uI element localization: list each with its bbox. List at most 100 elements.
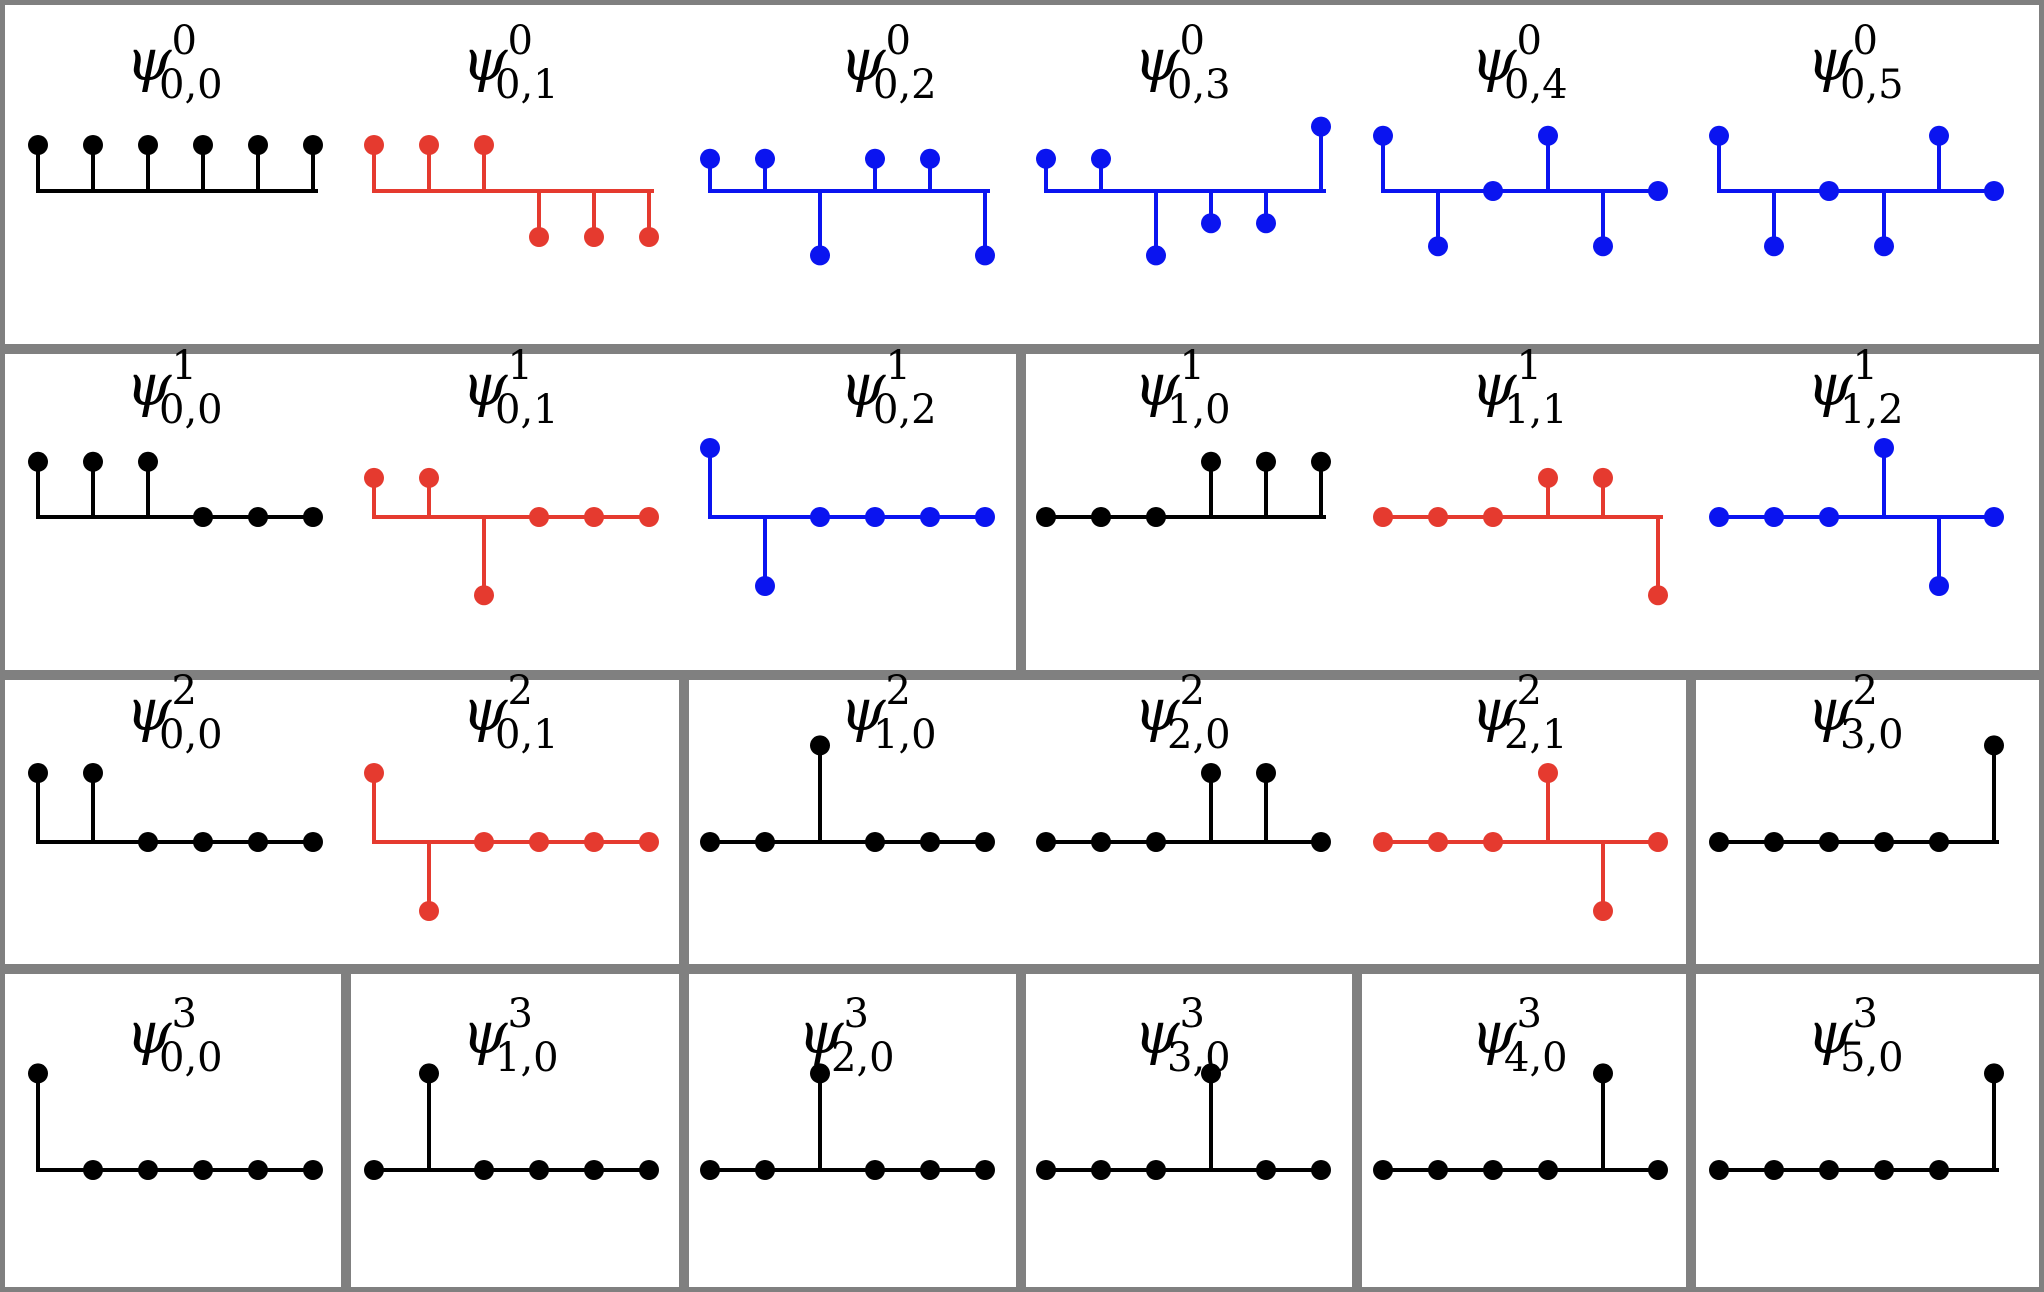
- stem-marker: [810, 1063, 830, 1084]
- stem-marker: [1091, 1160, 1111, 1180]
- stem-marker: [755, 1160, 775, 1180]
- stem-marker: [1036, 148, 1056, 169]
- stem-marker: [193, 1160, 213, 1180]
- stem-marker: [364, 1160, 384, 1180]
- stem-marker: [248, 1160, 268, 1180]
- psi-label: ψ2 2,0: [1134, 668, 1231, 758]
- stem-plot-psi-3-0-0: ψ3 0,0: [28, 991, 323, 1180]
- stem-marker: [975, 1160, 995, 1180]
- stem-plot-psi-3-1-0: ψ3 1,0: [364, 991, 659, 1180]
- stem-marker: [700, 438, 720, 458]
- stem-marker: [1538, 763, 1558, 783]
- stem-plot-psi-0-0-3: ψ0 0,3: [1036, 18, 1331, 266]
- stem-marker: [1201, 451, 1221, 472]
- stem-marker: [303, 1160, 323, 1180]
- stem-marker: [28, 451, 48, 472]
- stem-marker: [1929, 576, 1949, 596]
- stem-plot-psi-2-1-0: ψ2 1,0: [700, 668, 995, 852]
- psi-superscript: 2: [1516, 668, 1541, 714]
- psi-subscript: 3,0: [1840, 712, 1904, 758]
- stem-marker: [1091, 507, 1111, 527]
- stem-marker: [1201, 763, 1221, 783]
- stem-marker: [1593, 467, 1613, 488]
- psi-label: ψ0 0,3: [1134, 18, 1231, 108]
- psi-label: ψ3 4,0: [1471, 991, 1568, 1081]
- stem-marker: [810, 245, 830, 266]
- stem-marker: [419, 467, 439, 488]
- psi-subscript: 1,0: [1167, 387, 1231, 433]
- stem-marker: [1428, 507, 1448, 527]
- psi-superscript: 3: [171, 991, 196, 1037]
- psi-subscript: 1,1: [1504, 387, 1568, 433]
- stem-marker: [28, 763, 48, 783]
- stem-marker: [1256, 1160, 1276, 1180]
- stem-marker: [1538, 1160, 1558, 1180]
- stem-marker: [248, 507, 268, 527]
- stem-marker: [1819, 181, 1839, 201]
- stem-marker: [639, 507, 659, 527]
- stem-plot-psi-3-2-0: ψ3 2,0: [700, 991, 995, 1180]
- stem-marker: [1311, 832, 1331, 852]
- psi-subscript: 3,0: [1167, 1035, 1231, 1081]
- stem-marker: [920, 148, 940, 169]
- stem-marker: [1036, 507, 1056, 527]
- stem-marker: [1709, 507, 1729, 527]
- psi-label: ψ0 0,2: [840, 18, 937, 108]
- stem-marker: [1819, 832, 1839, 852]
- stem-marker: [1709, 125, 1729, 146]
- psi-superscript: 3: [1516, 991, 1541, 1037]
- stem-marker: [1874, 438, 1894, 458]
- stem-marker: [83, 135, 103, 155]
- stem-marker: [529, 1160, 549, 1180]
- stem-marker: [1984, 181, 2004, 201]
- stem-marker: [1428, 236, 1448, 257]
- psi-label: ψ1 0,2: [840, 343, 937, 433]
- stem-plot-psi-2-2-0: ψ2 2,0: [1036, 668, 1331, 852]
- psi-label: ψ3 3,0: [1134, 991, 1231, 1081]
- psi-superscript: 2: [1852, 668, 1877, 714]
- psi-label: ψ3 5,0: [1807, 991, 1904, 1081]
- stem-marker: [920, 507, 940, 527]
- stem-marker: [1146, 832, 1166, 852]
- psi-superscript: 2: [1179, 668, 1204, 714]
- stem-marker: [529, 227, 549, 247]
- stem-plot-psi-0-0-2: ψ0 0,2: [700, 18, 995, 266]
- stem-marker: [755, 832, 775, 852]
- stem-marker: [364, 467, 384, 488]
- stem-marker: [1648, 181, 1668, 201]
- stem-marker: [700, 148, 720, 169]
- psi-superscript: 2: [507, 668, 532, 714]
- stem-marker: [1091, 148, 1111, 169]
- stem-marker: [1256, 763, 1276, 783]
- stem-marker: [193, 507, 213, 527]
- stem-marker: [584, 832, 604, 852]
- stem-marker: [1593, 901, 1613, 921]
- stem-plot-psi-2-0-0: ψ2 0,0: [28, 668, 323, 852]
- stem-plot-psi-1-0-0: ψ1 0,0: [28, 343, 323, 527]
- stem-marker: [1256, 451, 1276, 472]
- stem-marker: [1091, 832, 1111, 852]
- psi-superscript: 0: [885, 18, 910, 64]
- stem-plot-psi-0-0-1: ψ0 0,1: [364, 18, 659, 247]
- stem-marker: [529, 507, 549, 527]
- stem-marker: [1819, 1160, 1839, 1180]
- psi-label: ψ2 1,0: [840, 668, 937, 758]
- stem-marker: [975, 507, 995, 527]
- stem-marker: [1256, 213, 1276, 234]
- stem-marker: [865, 148, 885, 169]
- psi-label: ψ3 1,0: [462, 991, 559, 1081]
- stem-plot-psi-2-3-0: ψ2 3,0: [1709, 668, 2004, 852]
- psi-subscript: 2,1: [1504, 712, 1568, 758]
- psi-subscript: 1,0: [873, 712, 937, 758]
- stem-plot-psi-0-0-0: ψ0 0,0: [28, 18, 323, 193]
- psi-subscript: 0,0: [159, 712, 223, 758]
- stem-marker: [419, 901, 439, 921]
- stem-marker: [1201, 213, 1221, 234]
- stem-marker: [1483, 1160, 1503, 1180]
- stem-marker: [1146, 1160, 1166, 1180]
- stem-marker: [1929, 1160, 1949, 1180]
- stem-marker: [1373, 507, 1393, 527]
- stem-marker: [1483, 832, 1503, 852]
- stem-marker: [83, 451, 103, 472]
- psi-label: ψ0 0,5: [1807, 18, 1904, 108]
